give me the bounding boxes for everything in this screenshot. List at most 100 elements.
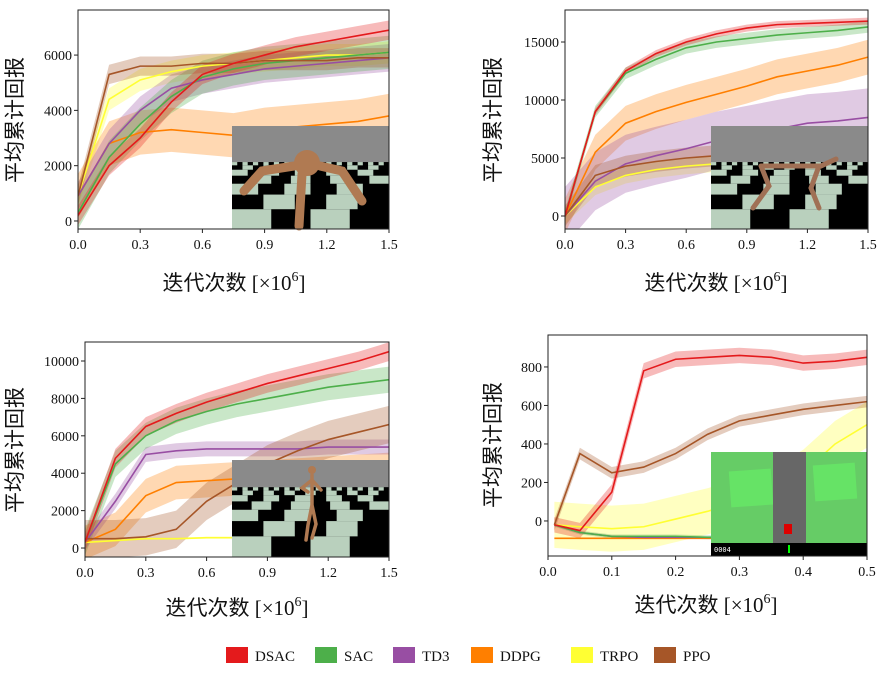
y-axis-label: 平均累计回报 xyxy=(3,57,27,183)
y-tick-label: 4000 xyxy=(51,467,79,482)
line-dsac xyxy=(554,354,867,532)
floor-tile xyxy=(263,495,280,502)
ant-body xyxy=(294,150,320,176)
x-tick-label: 0.1 xyxy=(603,565,621,580)
humanoid-body xyxy=(299,473,323,542)
floor-tile xyxy=(357,495,374,502)
panel-ant: 平均累计回报 迭代次数 [×106] 0.0 0.3 0.6 0.9 1.2 1.5 0 20… xyxy=(3,9,398,295)
floor-tile xyxy=(826,165,837,170)
floor-tile xyxy=(273,487,280,491)
x-tick-label: 0.0 xyxy=(556,238,574,253)
line-dsac xyxy=(565,20,868,217)
legend-item-td3: TD3 xyxy=(393,647,450,665)
x-tick-label: 0.3 xyxy=(137,566,155,581)
x-tick-label: 0.6 xyxy=(677,238,695,253)
floor-tile xyxy=(305,487,311,491)
band-dsac xyxy=(78,20,389,226)
ant-legs xyxy=(239,161,367,231)
floor-tile xyxy=(730,175,751,184)
y-tick-label: 400 xyxy=(521,438,542,453)
line-ppo xyxy=(553,400,867,526)
grass-tile xyxy=(812,462,858,502)
floor-tile xyxy=(789,209,829,229)
y-tick-label: 0 xyxy=(72,542,79,557)
x-axis-label: 迭代次数 [×106] xyxy=(162,270,305,295)
floor-tile xyxy=(273,162,280,166)
band-td3 xyxy=(85,439,389,550)
floor-tile xyxy=(769,175,790,184)
floor-tile xyxy=(263,490,274,496)
y-axis-label: 平均累计回报 xyxy=(3,387,27,513)
x-tick-label: 0.3 xyxy=(617,238,635,253)
floor-tile xyxy=(263,162,269,166)
floor-tile xyxy=(290,501,311,510)
y-tick-label: 800 xyxy=(521,361,542,376)
plot-frame xyxy=(84,341,390,558)
floor-tile xyxy=(368,165,379,170)
floor-tile xyxy=(232,209,272,229)
y-tick-label: 6000 xyxy=(44,49,72,64)
legend-swatch xyxy=(315,647,337,663)
floor-tile xyxy=(711,169,727,176)
inset-car-image: 0004 xyxy=(711,452,867,556)
plot-frame xyxy=(564,9,869,230)
floor-tile xyxy=(809,175,829,184)
legend-label: TRPO xyxy=(600,649,639,665)
floor-tile xyxy=(326,487,332,491)
y-tick-label: 2000 xyxy=(51,505,79,520)
legend-swatch xyxy=(571,647,593,663)
legend-label: PPO xyxy=(683,649,711,665)
x-tick-label: 1.5 xyxy=(380,566,398,581)
floor-tile xyxy=(368,487,374,491)
band-trpo xyxy=(554,401,867,552)
x-axis-label: 迭代次数 [×106] xyxy=(644,270,787,295)
floor-tile xyxy=(326,521,358,537)
floor-tile xyxy=(232,169,248,176)
line-dsac xyxy=(85,350,389,543)
floor-tile xyxy=(847,162,853,166)
floor-tile xyxy=(232,536,272,557)
floor-tile xyxy=(330,175,350,184)
plot-frame xyxy=(77,9,390,230)
x-tick-label: 1.2 xyxy=(799,238,817,253)
floor-tile xyxy=(310,536,350,557)
x-tick-label: 1.5 xyxy=(859,238,877,253)
floor-tile xyxy=(242,490,253,496)
y-axis-label: 平均累计回报 xyxy=(481,382,505,508)
floor-tile xyxy=(721,162,727,166)
line-dsac xyxy=(78,29,389,216)
floor-tile xyxy=(232,495,248,502)
floor-tile xyxy=(752,162,759,166)
floor-tile xyxy=(242,162,248,166)
legend-swatch xyxy=(393,647,415,663)
band-dsac xyxy=(85,342,389,552)
y-axis-label: 平均累计回报 xyxy=(481,57,505,183)
legend-label: DSAC xyxy=(255,649,295,665)
car-icon xyxy=(784,524,792,534)
floor-tile xyxy=(742,169,759,176)
floor-tile xyxy=(721,165,732,170)
legend: DSAC SAC TD3 DDPG TRPO PPO xyxy=(226,647,711,665)
y-tick-label: 600 xyxy=(521,399,542,414)
cheetah-body xyxy=(750,156,839,211)
inset-humanoid-image xyxy=(232,460,389,557)
score-readout: 0004 xyxy=(714,546,731,554)
floor-tile xyxy=(357,487,363,491)
floor-tile xyxy=(347,162,353,166)
floor-tile xyxy=(369,175,389,184)
floor-tile xyxy=(336,162,342,166)
floor-tile xyxy=(251,175,272,184)
floor-tile xyxy=(294,495,311,502)
x-tick-label: 0.3 xyxy=(731,565,749,580)
floor-tile xyxy=(711,183,738,195)
x-tick-label: 0.3 xyxy=(131,238,149,253)
floor-tile xyxy=(368,490,379,496)
floor-tile xyxy=(357,162,363,166)
floor-tile xyxy=(330,501,350,510)
inset-cheetah-image xyxy=(711,126,868,229)
band-ppo xyxy=(78,48,389,206)
floor-tile xyxy=(294,487,301,491)
floor-tile xyxy=(310,209,350,229)
panel-humanoid: 平均累计回报 迭代次数 [×106] 0.0 0.3 0.6 0.9 1.2 1.5 0 20… xyxy=(3,341,398,620)
floor-tile xyxy=(252,162,259,166)
